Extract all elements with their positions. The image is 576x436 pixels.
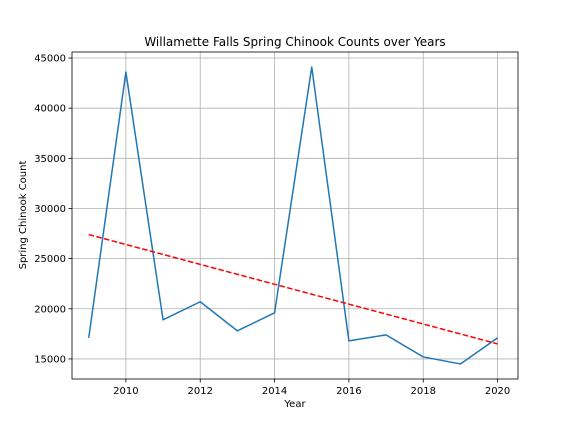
x-tick-label: 2014 xyxy=(262,386,287,397)
x-tick-label: 2010 xyxy=(113,386,138,397)
x-tick-label: 2018 xyxy=(410,386,435,397)
x-tick-label: 2020 xyxy=(485,386,510,397)
x-tick-label: 2016 xyxy=(336,386,361,397)
x-tick-label: 2012 xyxy=(187,386,212,397)
y-tick-label: 35000 xyxy=(34,154,66,165)
y-tick-label: 15000 xyxy=(34,354,66,365)
y-tick-label: 45000 xyxy=(34,54,66,65)
y-tick-label: 25000 xyxy=(34,254,66,265)
y-tick-label: 30000 xyxy=(34,204,66,215)
y-tick-label: 40000 xyxy=(34,104,66,115)
chart-title: Willamette Falls Spring Chinook Counts o… xyxy=(144,35,445,49)
x-axis-label: Year xyxy=(283,399,306,410)
y-axis-label: Spring Chinook Count xyxy=(18,161,29,270)
y-tick-label: 20000 xyxy=(34,304,66,315)
